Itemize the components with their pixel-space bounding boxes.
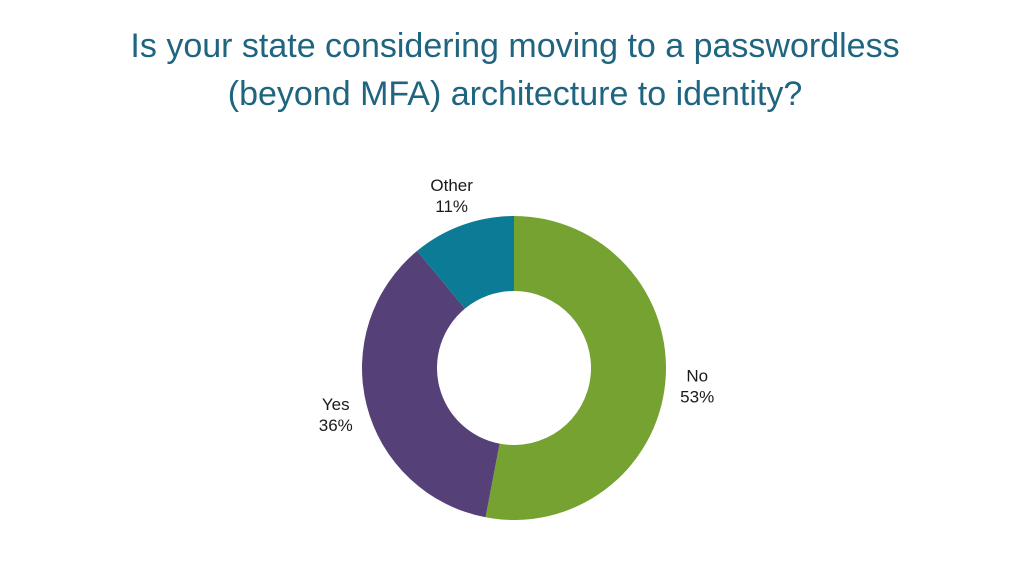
chart-title-line-1: Is your state considering moving to a pa… <box>130 27 900 65</box>
slice-yes <box>361 250 500 518</box>
label-no-category: No <box>686 366 708 385</box>
label-yes-category: Yes <box>322 395 350 414</box>
chart-title-line-2: (beyond MFA) architecture to identity? <box>227 75 803 113</box>
slice-no <box>485 216 666 520</box>
label-other-category: Other <box>430 176 473 195</box>
chart-title: Is your state considering moving to a pa… <box>0 22 1030 118</box>
label-other: Other 11% <box>430 176 473 216</box>
slice-labels: No 53% Yes 36% Other 11% <box>319 176 714 435</box>
label-yes: Yes 36% <box>319 395 353 435</box>
label-yes-value: 36% <box>319 416 353 435</box>
slice-other <box>417 216 514 309</box>
donut-slices <box>361 216 666 520</box>
label-no-value: 53% <box>680 387 714 406</box>
label-no: No 53% <box>680 366 714 406</box>
label-other-value: 11% <box>435 197 468 216</box>
